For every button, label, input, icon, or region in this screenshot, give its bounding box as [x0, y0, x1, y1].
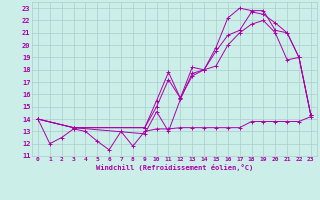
X-axis label: Windchill (Refroidissement éolien,°C): Windchill (Refroidissement éolien,°C) — [96, 164, 253, 171]
